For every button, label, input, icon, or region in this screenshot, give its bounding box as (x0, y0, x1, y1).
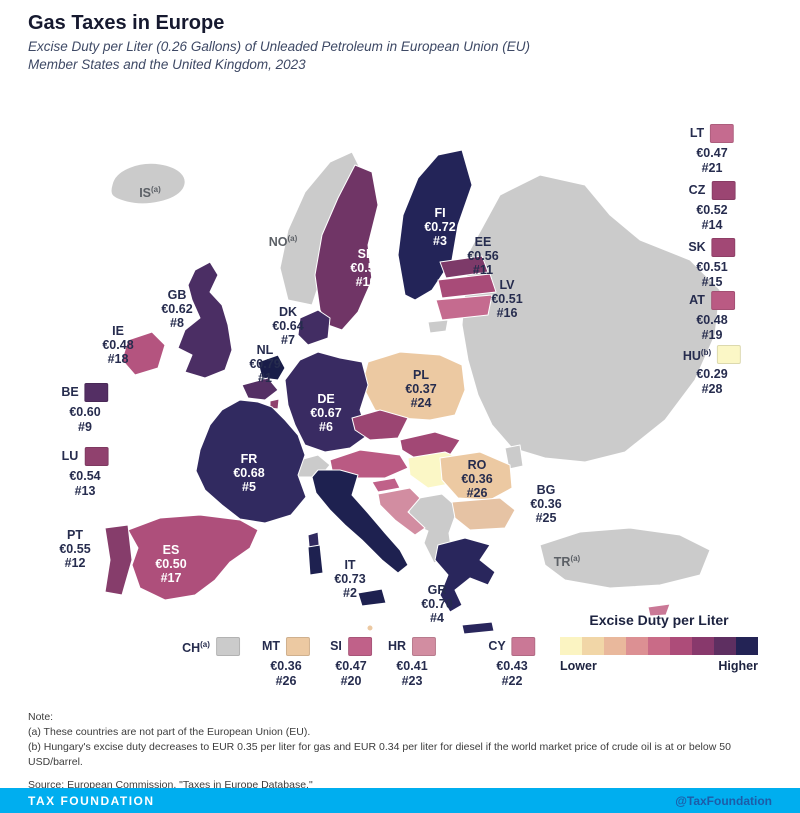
legend-higher-label: Higher (718, 659, 758, 673)
country-fi (397, 149, 473, 301)
country-pl (361, 351, 466, 421)
page-subtitle: Excise Duty per Liter (0.26 Gallons) of … (28, 39, 530, 72)
notes-section: Note: (a) These countries are not part o… (28, 710, 776, 793)
country-nl (257, 354, 286, 381)
country-cy (647, 603, 671, 617)
legend-swatch (582, 637, 604, 655)
footer-bar: TAX FOUNDATION @TaxFoundation (0, 788, 800, 813)
region-crete (461, 621, 495, 635)
legend-swatch (692, 637, 714, 655)
country-is (110, 162, 186, 205)
europe-map (104, 149, 721, 635)
country-tr (539, 527, 711, 589)
legend-swatch (736, 637, 758, 655)
country-cz (351, 409, 409, 441)
color-legend: Excise Duty per Liter Lower Higher (560, 612, 758, 673)
country-be (241, 377, 279, 401)
note-b: (b) Hungary's excise duty decreases to E… (28, 741, 731, 768)
country-fr (195, 399, 307, 524)
brand-name: TAX FOUNDATION (28, 793, 155, 808)
legend-swatch (714, 637, 736, 655)
country-md (504, 444, 524, 470)
legend-swatch (670, 637, 692, 655)
note-a: (a) These countries are not part of the … (28, 726, 311, 738)
page-title: Gas Taxes in Europe (28, 12, 225, 34)
country-si (371, 477, 401, 493)
twitter-handle: @TaxFoundation (675, 793, 772, 808)
legend-title: Excise Duty per Liter (589, 612, 729, 628)
legend-swatch (626, 637, 648, 655)
legend-swatch (560, 637, 582, 655)
country-it (311, 469, 409, 574)
country-lu (269, 398, 280, 410)
country-gb (177, 261, 233, 379)
country-dk (297, 309, 331, 346)
country-gr (434, 537, 496, 613)
country-pt (104, 524, 133, 596)
country-lt (435, 294, 493, 321)
country-ie (121, 331, 166, 376)
country-bg (451, 497, 516, 531)
region-kaliningrad (427, 319, 449, 334)
note-label: Note: (28, 711, 54, 723)
country-ee (439, 255, 489, 279)
region-eastern-europe (461, 174, 721, 463)
country-lv (437, 273, 497, 299)
legend-swatches (560, 637, 758, 655)
legend-swatch (648, 637, 670, 655)
region-sardinia (307, 544, 324, 576)
legend-lower-label: Lower (560, 659, 597, 673)
country-mt (366, 624, 374, 632)
legend-swatch (604, 637, 626, 655)
country-se (314, 164, 379, 331)
country-es (127, 514, 259, 601)
region-sicily (357, 588, 387, 607)
country-ro (439, 451, 513, 501)
country-hr (377, 487, 426, 536)
